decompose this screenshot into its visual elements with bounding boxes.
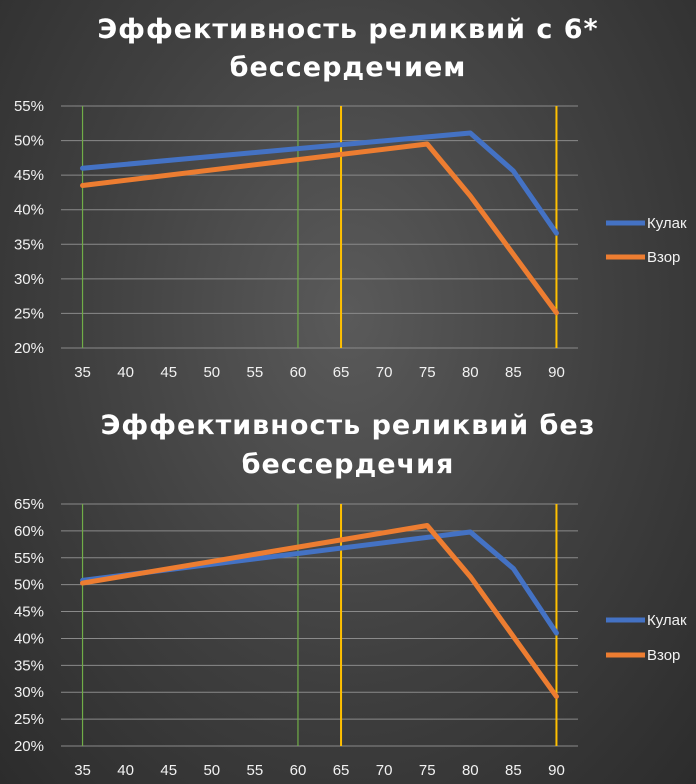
legend-label: Кулак — [647, 612, 687, 629]
chart-title-line: бессердечия — [242, 449, 455, 480]
x-tick-label: 50 — [203, 762, 220, 779]
chart-1: Эффективность реликвий с 6* бессердечием 2… — [14, 14, 687, 381]
chart-title-line: бессердечием — [230, 52, 467, 83]
legend-label: Взор — [647, 647, 680, 664]
legend-label: Кулак — [647, 215, 687, 232]
x-tick-label: 55 — [247, 364, 264, 381]
x-tick-label: 65 — [333, 364, 350, 381]
y-tick-label: 45% — [14, 604, 44, 621]
x-tick-label: 40 — [117, 762, 134, 779]
x-tick-label: 55 — [247, 762, 264, 779]
x-tick-label: 45 — [160, 762, 177, 779]
y-tick-label: 60% — [14, 523, 44, 540]
series-line — [80, 529, 559, 636]
series-line — [80, 130, 559, 236]
x-tick-label: 75 — [419, 762, 436, 779]
y-tick-label: 20% — [14, 340, 44, 357]
y-tick-label: 45% — [14, 167, 44, 184]
y-tick-label: 35% — [14, 236, 44, 253]
chart-2: Эффективность реликвий без бессердечия 20%… — [14, 410, 687, 779]
x-tick-label: 80 — [462, 762, 479, 779]
y-tick-label: 40% — [14, 202, 44, 219]
x-tick-label: 80 — [462, 364, 479, 381]
x-tick-label: 60 — [290, 762, 307, 779]
x-tick-label: 45 — [160, 364, 177, 381]
x-tick-label: 70 — [376, 762, 393, 779]
x-tick-label: 85 — [505, 762, 522, 779]
y-tick-label: 35% — [14, 657, 44, 674]
y-tick-label: 30% — [14, 271, 44, 288]
series-line — [80, 141, 559, 316]
x-tick-label: 40 — [117, 364, 134, 381]
y-tick-label: 25% — [14, 305, 44, 322]
y-tick-label: 65% — [14, 496, 44, 513]
y-tick-label: 30% — [14, 684, 44, 701]
series-line — [80, 523, 559, 700]
y-tick-label: 50% — [14, 133, 44, 150]
y-tick-label: 55% — [14, 98, 44, 115]
legend-label: Взор — [647, 249, 680, 266]
chart-title-line: Эффективность реликвий без — [101, 410, 596, 441]
chart-title-line: Эффективность реликвий с 6* — [97, 14, 598, 45]
x-tick-label: 85 — [505, 364, 522, 381]
x-tick-label: 75 — [419, 364, 436, 381]
y-tick-label: 55% — [14, 550, 44, 567]
x-tick-label: 65 — [333, 762, 350, 779]
y-tick-label: 20% — [14, 738, 44, 755]
y-tick-label: 50% — [14, 577, 44, 594]
x-tick-label: 60 — [290, 364, 307, 381]
x-tick-label: 90 — [548, 364, 565, 381]
y-tick-label: 25% — [14, 711, 44, 728]
x-tick-label: 70 — [376, 364, 393, 381]
x-tick-label: 50 — [203, 364, 220, 381]
x-tick-label: 35 — [74, 762, 91, 779]
y-tick-label: 40% — [14, 630, 44, 647]
x-tick-label: 35 — [74, 364, 91, 381]
x-tick-label: 90 — [548, 762, 565, 779]
